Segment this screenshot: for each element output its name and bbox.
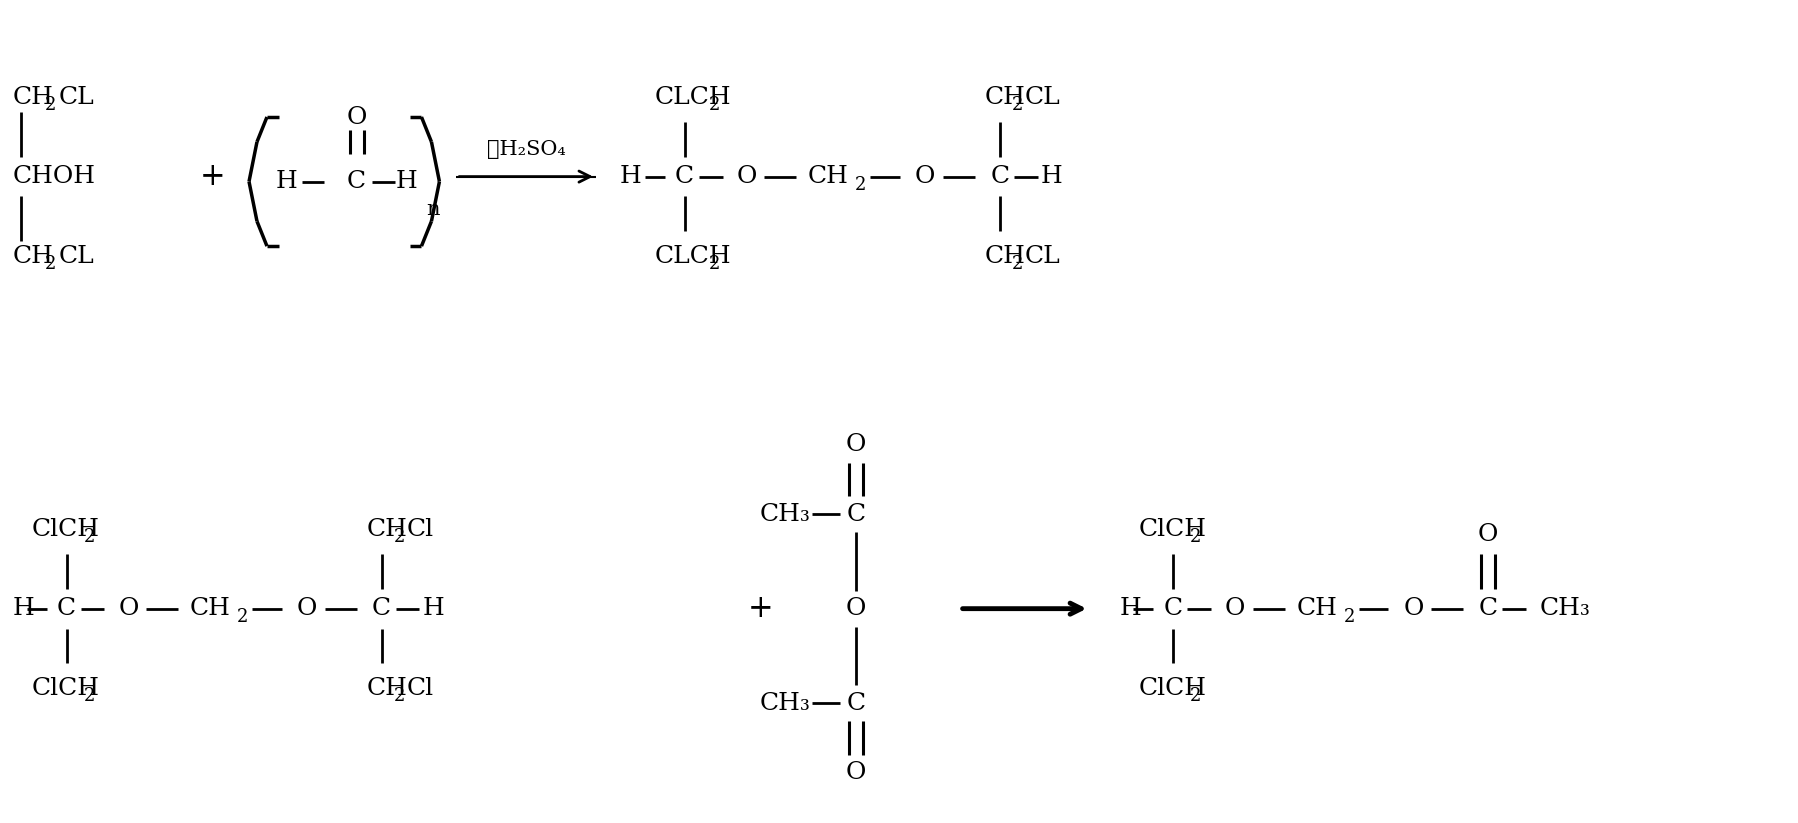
Text: H: H	[277, 170, 298, 193]
Text: C: C	[674, 165, 694, 188]
Text: O: O	[1402, 597, 1424, 621]
Text: 2: 2	[1190, 687, 1201, 705]
Text: CH: CH	[1296, 597, 1338, 621]
Text: 2: 2	[394, 528, 405, 546]
Text: ClCH: ClCH	[1138, 677, 1206, 700]
Text: 2: 2	[1012, 96, 1023, 114]
Text: CH: CH	[191, 597, 230, 621]
Text: CH: CH	[367, 677, 408, 700]
Text: Cl: Cl	[406, 677, 433, 700]
Text: 2: 2	[708, 96, 719, 114]
Text: CH: CH	[985, 244, 1025, 267]
Text: O: O	[737, 165, 757, 188]
Text: CL: CL	[1025, 86, 1061, 109]
Text: CH: CH	[13, 244, 54, 267]
Text: 2: 2	[708, 255, 719, 273]
Text: H: H	[1120, 597, 1142, 621]
Text: C: C	[1163, 597, 1183, 621]
Text: ClCH: ClCH	[32, 677, 99, 700]
Text: CLCH: CLCH	[654, 86, 732, 109]
Text: CL: CL	[59, 86, 93, 109]
Text: C: C	[991, 165, 1009, 188]
Text: CL: CL	[1025, 244, 1061, 267]
Text: 2: 2	[1012, 255, 1023, 273]
Text: C: C	[1478, 597, 1498, 621]
Text: O: O	[1478, 523, 1498, 546]
Text: C: C	[372, 597, 392, 621]
Text: ClCH: ClCH	[1138, 518, 1206, 541]
Text: CH: CH	[985, 86, 1025, 109]
Text: 2: 2	[1190, 528, 1201, 546]
Text: H: H	[620, 165, 642, 188]
Text: CH: CH	[807, 165, 849, 188]
Text: C: C	[347, 170, 367, 193]
Text: O: O	[915, 165, 935, 188]
Text: CH: CH	[367, 518, 408, 541]
Text: O: O	[845, 597, 867, 621]
Text: O: O	[845, 433, 867, 456]
Text: O: O	[1224, 597, 1246, 621]
Text: n: n	[426, 200, 441, 219]
Text: O: O	[297, 597, 316, 621]
Text: C: C	[58, 597, 76, 621]
Text: 2: 2	[237, 607, 248, 625]
Text: 浓H₂SO₄: 浓H₂SO₄	[487, 140, 566, 159]
Text: CH₃: CH₃	[759, 691, 811, 714]
Text: ClCH: ClCH	[32, 518, 99, 541]
Text: 2: 2	[45, 96, 56, 114]
Text: 2: 2	[856, 175, 867, 193]
Text: CH₃: CH₃	[1541, 597, 1591, 621]
Text: +: +	[748, 593, 773, 624]
Text: CLCH: CLCH	[654, 244, 732, 267]
Text: CH: CH	[13, 86, 54, 109]
Text: Cl: Cl	[406, 518, 433, 541]
Text: CL: CL	[59, 244, 93, 267]
Text: 2: 2	[394, 687, 405, 705]
Text: 2: 2	[83, 528, 95, 546]
Text: CH₃: CH₃	[759, 503, 811, 526]
Text: H: H	[13, 597, 34, 621]
Text: H: H	[1041, 165, 1063, 188]
Text: +: +	[200, 161, 225, 192]
Text: 2: 2	[1343, 607, 1356, 625]
Text: H: H	[423, 597, 444, 621]
Text: 2: 2	[45, 255, 56, 273]
Text: C: C	[847, 691, 865, 714]
Text: O: O	[119, 597, 138, 621]
Text: O: O	[845, 761, 867, 784]
Text: O: O	[347, 105, 367, 128]
Text: CHOH: CHOH	[13, 165, 95, 188]
Text: C: C	[847, 503, 865, 526]
Text: H: H	[396, 170, 417, 193]
Text: 2: 2	[83, 687, 95, 705]
